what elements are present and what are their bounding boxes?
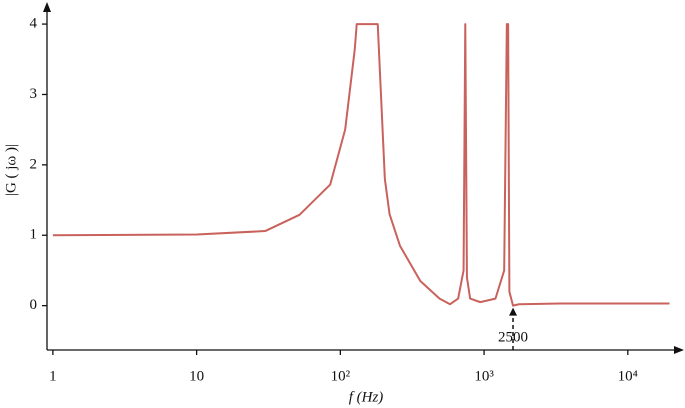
x-axis-label: f (Hz): [349, 389, 384, 405]
x-tick-label: 10⁴: [618, 368, 638, 384]
y-axis-label: |G ( jω )|: [3, 144, 19, 196]
annotation-label: 2500: [498, 329, 528, 345]
x-axis-arrow: [674, 346, 684, 354]
data-line: [52, 23, 670, 307]
x-tick-label: 10: [189, 368, 204, 384]
y-tick-label: 0: [30, 297, 38, 313]
x-tick-label: 10²: [331, 368, 351, 384]
x-tick-label: 10³: [474, 368, 494, 384]
annotation-arrowhead: [509, 307, 518, 316]
y-tick-label: 3: [30, 86, 38, 102]
y-axis-arrow: [43, 2, 51, 12]
y-tick-label: 4: [30, 16, 38, 32]
x-tick-label: 1: [49, 368, 57, 384]
y-tick-label: 2: [30, 156, 38, 172]
y-tick-label: 1: [30, 227, 38, 243]
